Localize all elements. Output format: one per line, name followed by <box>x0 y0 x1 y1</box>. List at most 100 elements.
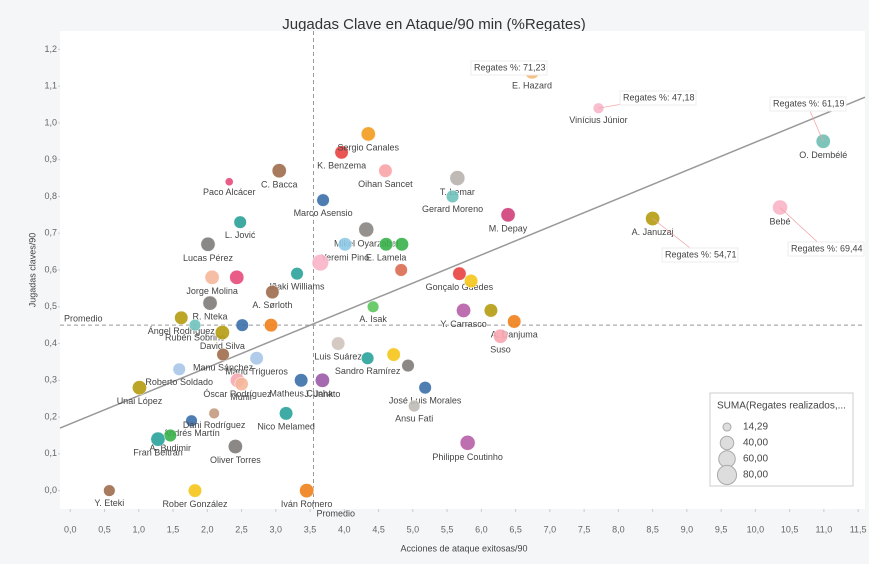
point-label: Sandro Ramírez <box>335 366 401 376</box>
x-tick-label: 1,0 <box>133 524 146 534</box>
point-label: Y. Eteki <box>94 498 124 508</box>
legend-marker <box>719 451 736 468</box>
y-tick-label: 0,7 <box>44 228 57 238</box>
point <box>484 304 498 318</box>
y-tick-label: 1,0 <box>44 117 57 127</box>
point-label: Vinícius Júnior <box>569 115 627 125</box>
x-tick-label: 5,0 <box>407 524 420 534</box>
x-tick-label: 0,0 <box>64 524 77 534</box>
point-label: Manu Sánchez <box>193 362 254 372</box>
x-tick-label: 8,5 <box>646 524 659 534</box>
y-tick-label: 0,8 <box>44 191 57 201</box>
point <box>225 178 233 186</box>
point-label: A. Januzaj <box>632 227 674 237</box>
point <box>379 237 393 251</box>
point-label: E. Lamela <box>366 252 407 262</box>
y-tick-label: 1,1 <box>44 81 57 91</box>
x-tick-label: 9,5 <box>715 524 728 534</box>
legend-marker <box>717 465 736 484</box>
point-label: Rober González <box>162 499 228 509</box>
y-tick-label: 0,0 <box>44 485 57 495</box>
point-label: Luis Suárez <box>314 352 362 362</box>
point <box>264 318 278 332</box>
point-label: Oliver Torres <box>210 455 261 465</box>
x-tick-label: 3,0 <box>270 524 283 534</box>
point <box>446 190 459 203</box>
y-tick-label: 0,5 <box>44 301 57 311</box>
point-label: C. Bacca <box>261 179 298 189</box>
x-tick-label: 6,5 <box>509 524 522 534</box>
point <box>217 348 230 361</box>
point <box>317 194 330 207</box>
point-label: Iván Romero <box>281 499 333 509</box>
point <box>453 267 467 281</box>
x-tick-label: 2,5 <box>235 524 248 534</box>
point-label: Munir <box>230 392 253 402</box>
legend-label: 60,00 <box>743 454 768 465</box>
point <box>450 171 465 186</box>
point <box>387 348 401 362</box>
point-label: Sergio Canales <box>338 143 400 153</box>
point <box>174 311 188 325</box>
point <box>315 373 329 387</box>
x-tick-label: 10,0 <box>747 524 765 534</box>
annotation-prefix: Regates %: <box>474 62 521 72</box>
point <box>395 237 409 251</box>
point-label: M. Depay <box>489 223 528 233</box>
point <box>419 381 432 394</box>
annotation-prefix: Regates %: <box>665 249 712 259</box>
annotation-prefix: Regates %: <box>791 243 838 253</box>
x-tick-label: 9,0 <box>681 524 694 534</box>
y-axis-label: Jugadas claves/90 <box>27 233 37 308</box>
point-label: Lucas Pérez <box>183 253 234 263</box>
point <box>164 429 177 442</box>
point-label: E. Hazard <box>512 80 552 90</box>
x-tick-label: 10,5 <box>781 524 799 534</box>
legend-marker <box>723 423 731 431</box>
point <box>266 285 280 299</box>
point-label: Gonçalo Guedes <box>426 282 494 292</box>
point-label: José Luis Morales <box>389 395 462 405</box>
legend-label: 14,29 <box>743 422 768 433</box>
x-tick-label: 6,0 <box>475 524 488 534</box>
point <box>361 352 374 365</box>
point-label: Nico Melamed <box>257 422 315 432</box>
point <box>189 319 201 331</box>
point <box>464 274 478 288</box>
point <box>359 222 374 237</box>
x-tick-label: 11,0 <box>815 524 832 534</box>
point-label: A. Isak <box>359 314 387 324</box>
point <box>493 329 507 343</box>
point <box>215 325 229 339</box>
point <box>331 337 345 351</box>
point <box>236 319 249 332</box>
point <box>228 439 242 453</box>
y-tick-label: 0,3 <box>44 375 57 385</box>
legend-label: 80,00 <box>743 470 768 481</box>
point-label: A. Sørloth <box>252 300 292 310</box>
annotation-prefix: Regates %: <box>623 92 670 102</box>
point <box>507 315 521 329</box>
point <box>209 408 220 419</box>
point-label: Suso <box>490 345 511 355</box>
point-label: L. Jović <box>225 230 256 240</box>
y-tick-label: 0,2 <box>44 411 57 421</box>
point <box>379 164 393 178</box>
point-label: Fran Beltrán <box>133 448 183 458</box>
annotation-value: 61,19 <box>822 98 845 108</box>
point <box>408 400 420 412</box>
point-label: Marco Asensio <box>294 208 353 218</box>
point <box>402 359 415 372</box>
x-tick-label: 4,5 <box>372 524 385 534</box>
x-tick-label: 11,5 <box>850 524 867 534</box>
point-label: Gerard Moreno <box>422 204 483 214</box>
point <box>299 483 313 497</box>
point-label: J. Jankto <box>304 389 340 399</box>
size-legend: SUMA(Regates realizados,...14,2940,0060,… <box>710 393 853 486</box>
x-tick-label: 4,0 <box>338 524 351 534</box>
point-label: Jorge Molina <box>186 286 238 296</box>
point-label: Unai López <box>117 396 163 406</box>
point <box>294 374 308 388</box>
point <box>201 237 215 251</box>
x-tick-label: 7,0 <box>544 524 557 534</box>
